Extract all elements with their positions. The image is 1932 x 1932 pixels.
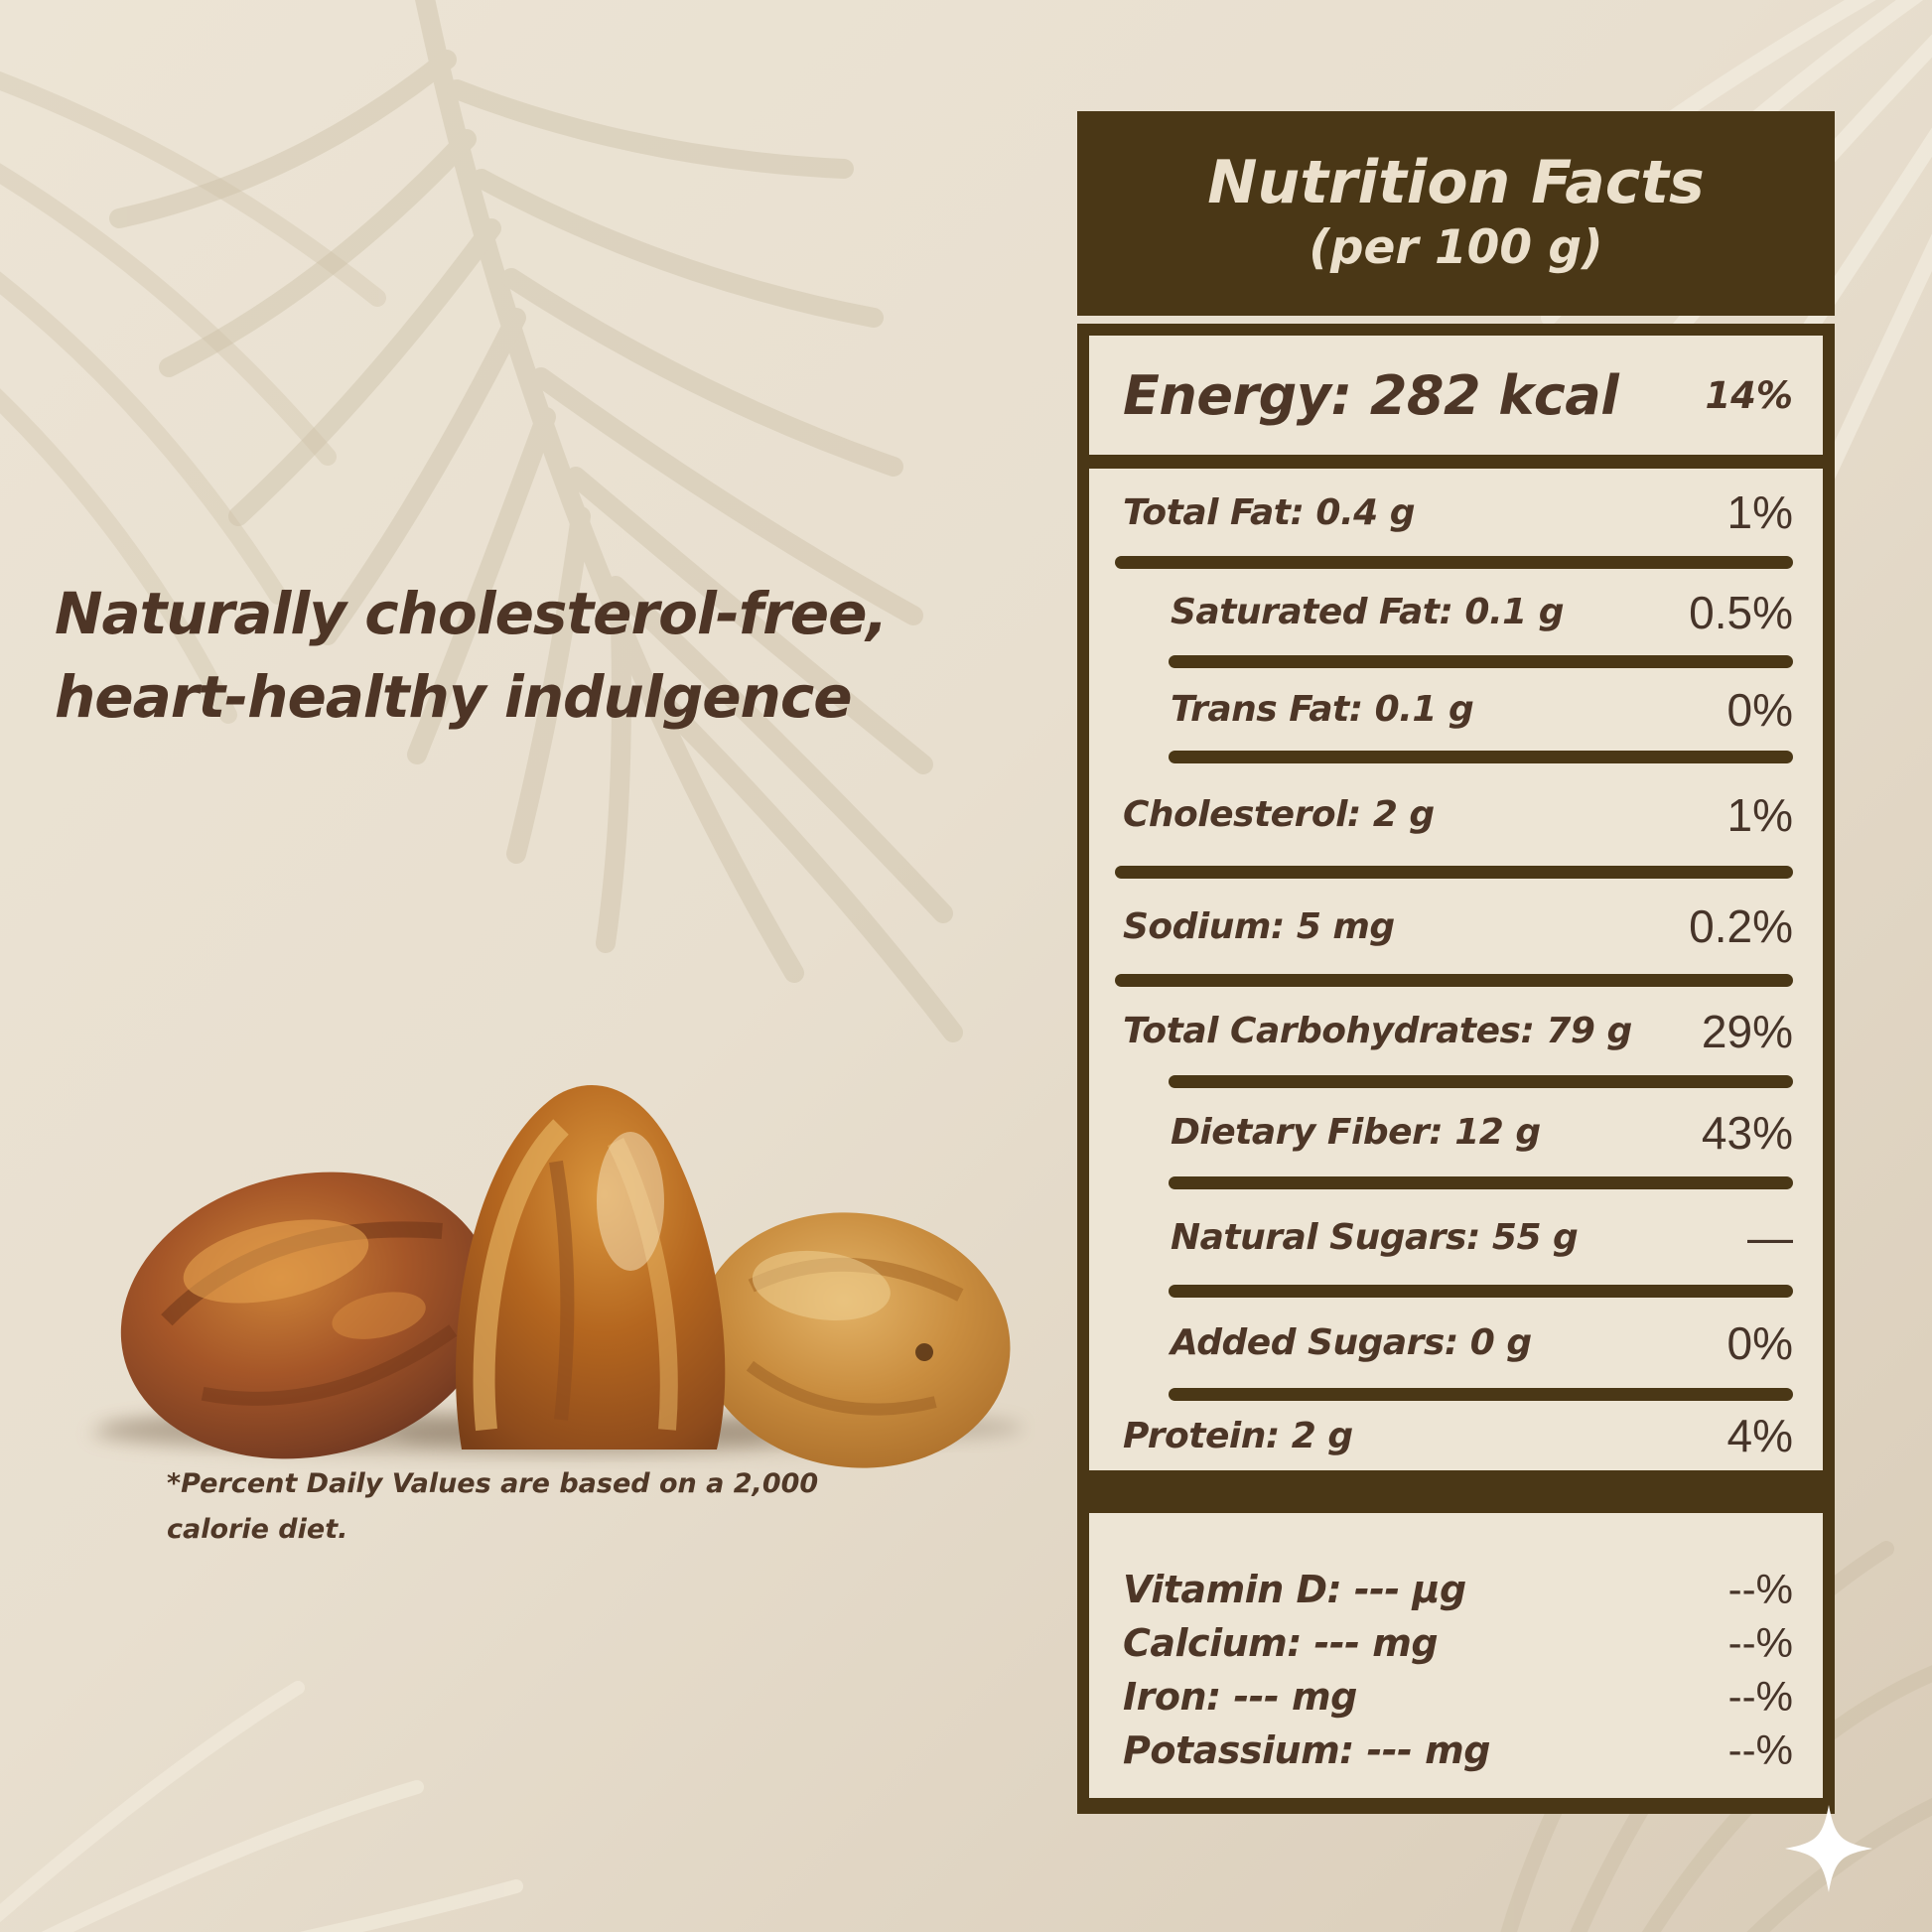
headline-line-1: Naturally cholesterol-free, xyxy=(55,580,888,647)
nutrient-value: 4% xyxy=(1726,1410,1793,1461)
row-sodium: Sodium: 5 mg 0.2% xyxy=(1089,879,1823,974)
nutrient-label: Total Carbohydrates: 79 g xyxy=(1123,1011,1632,1051)
nutrient-label: Sodium: 5 mg xyxy=(1123,905,1395,947)
date-right xyxy=(697,1212,1011,1468)
energy-value: 14% xyxy=(1705,373,1793,417)
nutrient-label: Added Sugars: 0 g xyxy=(1171,1322,1532,1363)
nutrient-value: --% xyxy=(1727,1566,1793,1612)
panel-title: Nutrition Facts xyxy=(1207,148,1705,217)
palm-frond-top-left-icon xyxy=(109,0,963,1042)
row-iron: Iron: --- mg --% xyxy=(1123,1670,1793,1724)
dates-photo xyxy=(89,1085,1023,1468)
nutrient-label: Cholesterol: 2 g xyxy=(1123,794,1435,835)
panel-header: Nutrition Facts (per 100 g) xyxy=(1077,111,1835,316)
row-total-carbohydrates: Total Carbohydrates: 79 g 29% xyxy=(1089,987,1823,1075)
nutrient-value: 0.2% xyxy=(1689,900,1793,952)
row-total-fat: Total Fat: 0.4 g 1% xyxy=(1089,469,1823,556)
row-calcium: Calcium: --- mg --% xyxy=(1123,1616,1793,1670)
headline-line-2: heart-healthy indulgence xyxy=(55,663,853,731)
date-left xyxy=(120,1172,495,1459)
divider xyxy=(1115,866,1793,879)
nutrient-label: Saturated Fat: 0.1 g xyxy=(1171,592,1565,632)
nutrient-label: Iron: --- mg xyxy=(1123,1675,1357,1719)
divider xyxy=(1169,655,1793,668)
row-protein: Protein: 2 g 4% xyxy=(1089,1401,1823,1470)
panel-subtitle: (per 100 g) xyxy=(1309,220,1603,275)
section-separator-band xyxy=(1089,1470,1823,1513)
nutrient-value: 29% xyxy=(1701,1005,1793,1057)
nutrient-value: --% xyxy=(1727,1673,1793,1720)
nutrient-label: Natural Sugars: 55 g xyxy=(1171,1216,1579,1258)
row-trans-fat: Trans Fat: 0.1 g 0% xyxy=(1089,668,1823,751)
nutrient-value: --% xyxy=(1727,1619,1793,1666)
divider xyxy=(1169,1388,1793,1401)
nutrient-value: 0% xyxy=(1726,683,1793,736)
nutrient-label: Dietary Fiber: 12 g xyxy=(1171,1112,1541,1153)
divider xyxy=(1115,556,1793,569)
divider xyxy=(1089,455,1823,469)
nutrient-value: 43% xyxy=(1701,1106,1793,1159)
nutrient-label: Calcium: --- mg xyxy=(1123,1621,1439,1665)
nutrient-value: — xyxy=(1747,1211,1793,1263)
row-vitamin-d: Vitamin D: --- µg --% xyxy=(1123,1563,1793,1616)
row-cholesterol: Cholesterol: 2 g 1% xyxy=(1089,763,1823,866)
panel-body: Energy: 282 kcal 14% Total Fat: 0.4 g 1%… xyxy=(1077,324,1835,1814)
date-center xyxy=(456,1085,726,1449)
row-dietary-fiber: Dietary Fiber: 12 g 43% xyxy=(1089,1088,1823,1176)
energy-label: Energy: 282 kcal xyxy=(1123,363,1619,427)
row-saturated-fat: Saturated Fat: 0.1 g 0.5% xyxy=(1089,569,1823,655)
divider xyxy=(1115,974,1793,987)
palm-frond-bottom-left-icon xyxy=(0,1681,523,1932)
divider xyxy=(1169,751,1793,763)
divider xyxy=(1169,1285,1793,1298)
footnote-line-1: *Percent Daily Values are based on a 2,0… xyxy=(167,1468,819,1499)
nutrient-label: Vitamin D: --- µg xyxy=(1123,1568,1466,1611)
divider xyxy=(1169,1176,1793,1189)
divider xyxy=(1169,1075,1793,1088)
nutrient-value: 1% xyxy=(1726,788,1793,841)
footnote-line-2: calorie diet. xyxy=(167,1514,348,1545)
nutrient-label: Potassium: --- mg xyxy=(1123,1728,1490,1772)
nutrient-label: Trans Fat: 0.1 g xyxy=(1171,689,1474,730)
palm-frond-left-corner-icon xyxy=(0,70,386,724)
nutrient-label: Protein: 2 g xyxy=(1123,1415,1353,1456)
nutrient-value: --% xyxy=(1727,1726,1793,1773)
nutrient-label: Total Fat: 0.4 g xyxy=(1123,491,1416,533)
row-natural-sugars: Natural Sugars: 55 g — xyxy=(1089,1189,1823,1285)
nutrition-facts-panel: Nutrition Facts (per 100 g) Energy: 282 … xyxy=(1077,111,1835,1814)
nutrient-value: 1% xyxy=(1726,486,1793,538)
micronutrients-section: Vitamin D: --- µg --% Calcium: --- mg --… xyxy=(1089,1513,1823,1798)
nutrient-value: 0.5% xyxy=(1689,586,1793,638)
sparkle-icon xyxy=(1785,1805,1872,1892)
energy-row: Energy: 282 kcal 14% xyxy=(1089,336,1823,455)
footnote: *Percent Daily Values are based on a 2,0… xyxy=(167,1461,901,1553)
nutrient-value: 0% xyxy=(1726,1316,1793,1369)
row-added-sugars: Added Sugars: 0 g 0% xyxy=(1089,1298,1823,1388)
headline: Naturally cholesterol-free, heart-health… xyxy=(55,572,1087,739)
row-potassium: Potassium: --- mg --% xyxy=(1123,1724,1793,1777)
